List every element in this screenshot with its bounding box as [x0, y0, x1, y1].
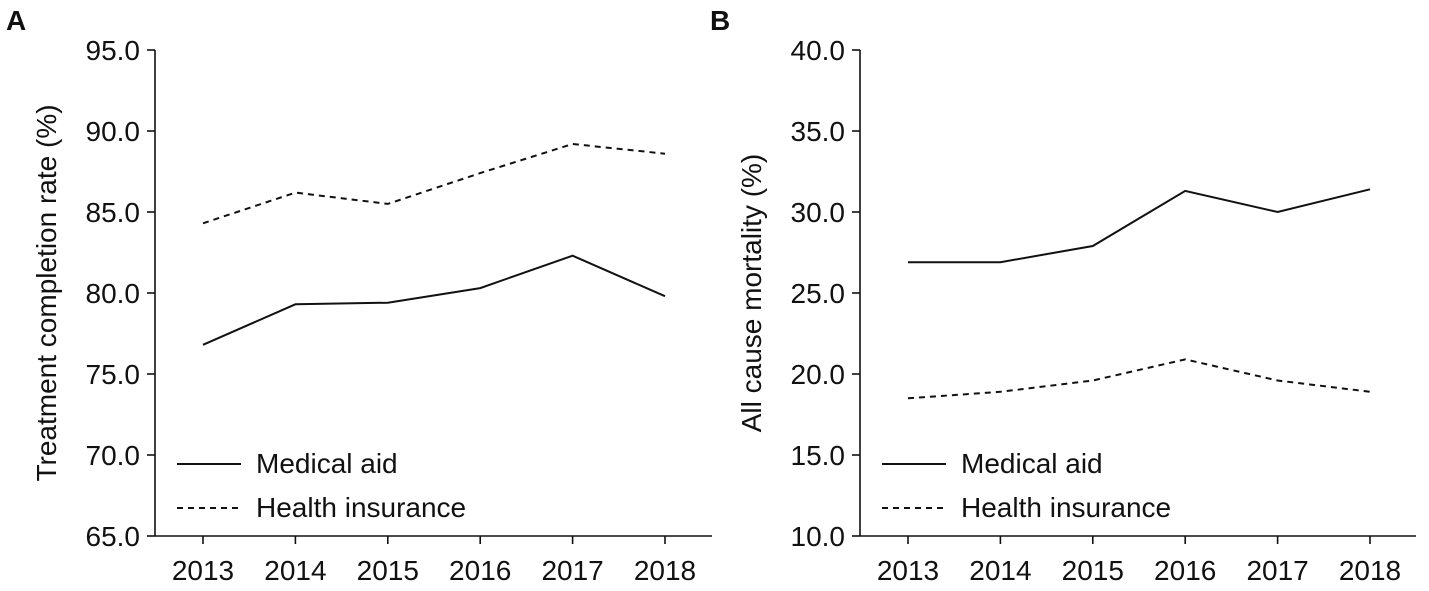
panel-a-x-tick-label: 2018 — [634, 555, 696, 586]
panel-b-y-tick-label: 40.0 — [791, 35, 846, 66]
panel-b-x-tick-label: 2013 — [877, 555, 939, 586]
panel-a-y-tick-label: 95.0 — [86, 35, 141, 66]
panel-a-y-tick-label: 70.0 — [86, 440, 141, 471]
panel-b-legend-label-medical-aid: Medical aid — [961, 448, 1103, 479]
panel-a-legend-label-health-insurance: Health insurance — [256, 492, 466, 523]
panel-a-series-medical-aid — [202, 254, 666, 346]
panel-b-series-health-insurance — [907, 358, 1371, 400]
panel-a-label: A — [6, 5, 26, 36]
panel-b-y-tick-label: 30.0 — [791, 197, 846, 228]
panel-a-y-axis-title: Treatment completion rate (%) — [31, 104, 62, 481]
panel-b-y-tick-label: 25.0 — [791, 278, 846, 309]
panel-b-x-tick-label: 2017 — [1246, 555, 1308, 586]
panel-b-legend-label-health-insurance: Health insurance — [961, 492, 1171, 523]
panel-b-label: B — [710, 5, 730, 36]
panel-a-y-tick-label: 85.0 — [86, 197, 141, 228]
panel-b-y-tick-label: 10.0 — [791, 521, 846, 552]
panel-b-y-tick-label: 20.0 — [791, 359, 846, 390]
panel-a-x-tick-label: 2017 — [541, 555, 603, 586]
panel-a-x-tick-label: 2016 — [449, 555, 511, 586]
panel-b-ticks: 10.0 15.0 20.0 25.0 30.0 35.0 40.0 2013 2014 2015… — [791, 35, 1402, 586]
panel-b-series — [907, 188, 1371, 400]
panel-a-legend-label-medical-aid: Medical aid — [256, 448, 398, 479]
panel-b-y-tick-label: 15.0 — [791, 440, 846, 471]
panel-a: A Treatment completion rate (%) 65.0 70.0… — [6, 5, 712, 586]
panel-a-series — [202, 142, 666, 346]
panel-a-x-tick-label: 2014 — [264, 555, 326, 586]
panel-b-y-axis-title: All cause mortality (%) — [736, 154, 767, 433]
panel-b: B All cause mortality (%) 10.0 15.0 20.0 25… — [710, 5, 1416, 586]
panel-b-x-tick-label: 2018 — [1339, 555, 1401, 586]
panel-b-legend: Medical aid Health insurance — [882, 448, 1171, 523]
panel-a-y-tick-label: 90.0 — [86, 116, 141, 147]
panel-b-x-tick-label: 2014 — [969, 555, 1031, 586]
panel-b-x-tick-label: 2016 — [1154, 555, 1216, 586]
panel-a-legend: Medical aid Health insurance — [177, 448, 466, 523]
panel-a-y-tick-label: 80.0 — [86, 278, 141, 309]
panel-b-x-tick-label: 2015 — [1062, 555, 1124, 586]
panel-b-series-medical-aid — [908, 188, 1371, 264]
panel-a-ticks: 65.0 70.0 75.0 80.0 85.0 90.0 95.0 2013 2014 2015… — [86, 35, 697, 586]
panel-a-y-tick-label: 65.0 — [86, 521, 141, 552]
panel-a-x-tick-label: 2015 — [357, 555, 419, 586]
panel-a-series-health-insurance — [202, 142, 666, 225]
panel-a-x-tick-label: 2013 — [172, 555, 234, 586]
panel-b-y-tick-label: 35.0 — [791, 116, 846, 147]
panel-a-y-tick-label: 75.0 — [86, 359, 141, 390]
